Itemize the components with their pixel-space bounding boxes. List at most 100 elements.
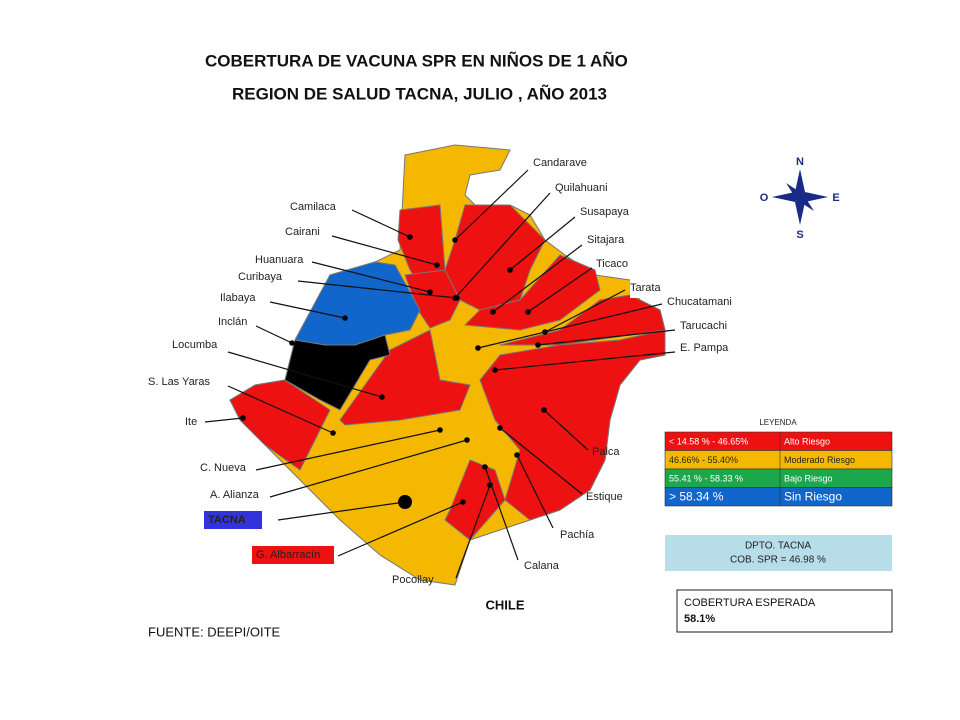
compass: N S E O [760, 156, 840, 241]
district-label: Palca [592, 446, 620, 458]
legend-swatch [664, 487, 893, 507]
district-dot [454, 295, 460, 301]
district-dot [535, 342, 541, 348]
district [284, 334, 391, 411]
district-label: G. Albarracín [256, 549, 320, 561]
district-label: Ticaco [596, 258, 628, 270]
district-label: Camilaca [290, 201, 337, 213]
title-line-1: COBERTURA DE VACUNA SPR EN NIÑOS DE 1 AÑ… [205, 50, 628, 70]
leader-line [227, 385, 334, 434]
district [339, 329, 471, 426]
leader-line [454, 192, 551, 299]
leader-line [297, 280, 458, 299]
leader-line [269, 301, 346, 319]
leader-line [277, 501, 406, 521]
district-dot [475, 345, 481, 351]
district-dot [464, 437, 470, 443]
district-label: Pachía [560, 529, 595, 541]
district-dot [427, 289, 433, 295]
district-dot [240, 415, 246, 421]
legend-range: < 14.58 % - 46.65% [669, 436, 748, 446]
district-label: Cairani [285, 226, 320, 238]
leader-line [527, 267, 593, 313]
leader-line [492, 244, 583, 313]
district-label: A. Alianza [210, 489, 260, 501]
district-dot [407, 234, 413, 240]
district-dot [437, 427, 443, 433]
district-dot [492, 367, 498, 373]
district-label: Estique [586, 491, 623, 503]
district [229, 379, 331, 471]
district-label: Ilabaya [220, 292, 256, 304]
leader-line [477, 303, 663, 349]
district-dot [507, 267, 513, 273]
district-dot [434, 262, 440, 268]
district-dot [452, 237, 458, 243]
legend-label: Bajo Riesgo [784, 473, 833, 483]
legend-title: LEYENDA [759, 418, 797, 427]
leader-line [255, 325, 293, 344]
legend-label: Moderado Riesgo [784, 455, 855, 465]
district-dot [482, 464, 488, 470]
cutout [630, 280, 660, 298]
district-dot [514, 452, 520, 458]
district-label: Locumba [172, 339, 218, 351]
district-label: Curibaya [238, 271, 283, 283]
district-dot [541, 407, 547, 413]
district-dot [402, 499, 408, 505]
dpto-line-2: COB. SPR = 46.98 % [730, 555, 826, 566]
expected-line-1: COBERTURA ESPERADA [684, 597, 816, 609]
compass-s: S [796, 229, 803, 241]
district-dot [525, 309, 531, 315]
leader-line [227, 351, 383, 398]
leader-line [204, 417, 244, 423]
leader-line [537, 329, 676, 346]
district-label: Calana [524, 560, 560, 572]
compass-o: O [760, 192, 769, 204]
expected-box [676, 589, 893, 633]
district-label: Susapaya [580, 206, 630, 218]
district-label: TACNA [208, 514, 246, 526]
leader-line [455, 484, 491, 579]
district-label: Candarave [533, 157, 587, 169]
district-label: Sitajara [587, 234, 625, 246]
district-dot [497, 425, 503, 431]
legend-range: > 58.34 % [669, 490, 724, 504]
country-label: CHILE [486, 597, 525, 612]
dpto-box [665, 535, 892, 571]
district [464, 254, 601, 331]
district [479, 329, 666, 521]
legend-range: 46.66% - 55.40% [669, 455, 738, 465]
expected-line-2: 58.1% [684, 613, 715, 625]
leader-line [509, 216, 576, 271]
leader-line [516, 454, 554, 529]
district-dot [330, 430, 336, 436]
leader-line [544, 289, 626, 333]
legend-label: Alto Riesgo [784, 436, 830, 446]
district-label: S. Las Yaras [148, 376, 210, 388]
leader-line [494, 351, 676, 371]
dpto-line-1: DPTO. TACNA [745, 541, 811, 552]
leader-line [499, 427, 583, 495]
title-line-2: REGION DE SALUD TACNA, JULIO , AÑO 2013 [232, 83, 607, 103]
leader-line [331, 235, 438, 266]
source: FUENTE: DEEPI/OITE [148, 624, 281, 639]
district-label: Ite [185, 416, 197, 428]
leader-line [454, 169, 529, 241]
district-label: Huanuara [255, 254, 304, 266]
leader-line [543, 409, 589, 451]
district-dot [342, 315, 348, 321]
leader-line [255, 429, 441, 471]
district-label: C. Nueva [200, 462, 247, 474]
district-label: Quilahuani [555, 182, 608, 194]
leader-line [311, 261, 431, 293]
label-box [204, 511, 262, 529]
leader-line [484, 466, 519, 561]
district-dot [460, 499, 466, 505]
district-label: Inclán [218, 316, 247, 328]
labels: Candarave Quilahuani Susapaya Sitajara Ticac… [148, 157, 732, 586]
label-box [252, 546, 334, 564]
compass-e: E [832, 192, 839, 204]
compass-n: N [796, 156, 804, 168]
